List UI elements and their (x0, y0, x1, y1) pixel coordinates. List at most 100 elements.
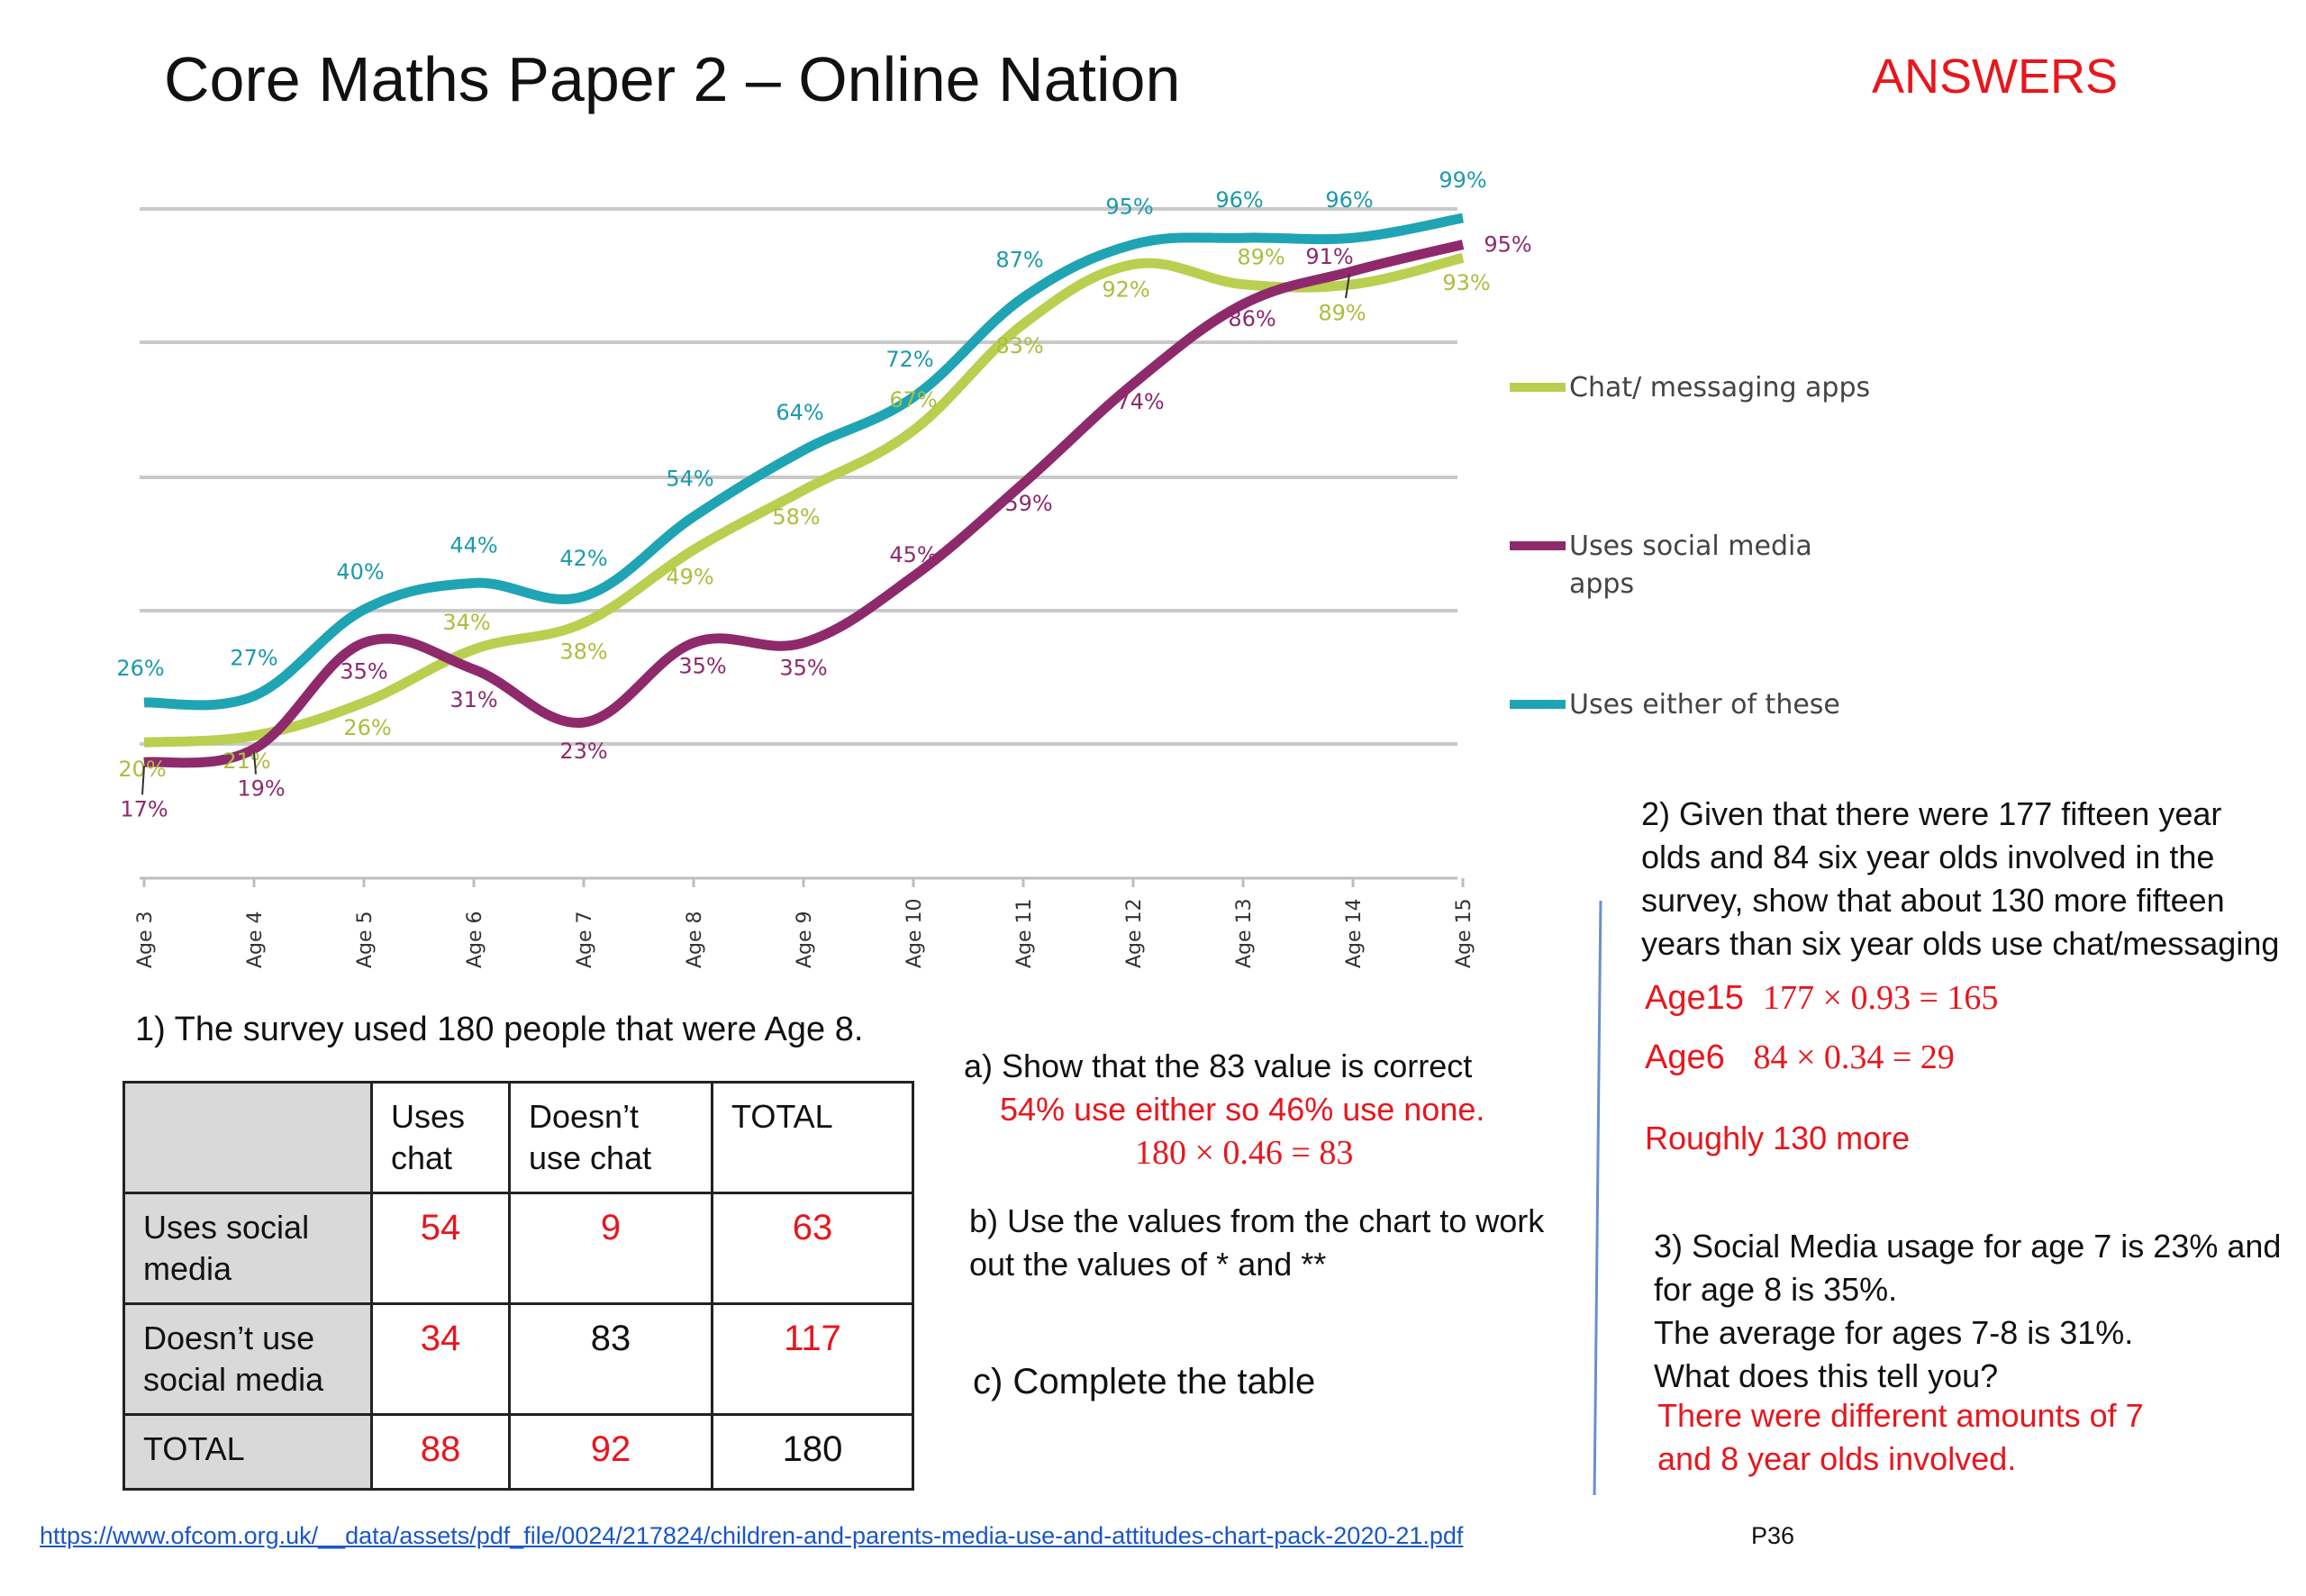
table-row: Doesn’t use social media 34 83 117 (123, 1302, 914, 1416)
data-label: 95% (1484, 231, 1531, 257)
answer-2-conclusion: Roughly 130 more (1645, 1120, 1911, 1156)
source-link[interactable]: https://www.ofcom.org.uk/__data/assets/p… (40, 1522, 1464, 1549)
legend-label: Uses either of these (1569, 689, 1840, 721)
question-2: 2) Given that there were 177 fifteen yea… (1641, 795, 2280, 962)
x-tick-label: Age 14 (1343, 898, 1366, 968)
table-row-label: Uses social media (123, 1192, 373, 1305)
data-label: 91% (1305, 244, 1353, 269)
answer-1a-line-2: 180 × 0.46 = 83 (1135, 1134, 1354, 1172)
data-label: 93% (1442, 270, 1490, 295)
question-1a: a) Show that the 83 value is correct (964, 1047, 1473, 1084)
data-label: 35% (678, 654, 726, 679)
question-3: 3) Social Media usage for age 7 is 23% a… (1654, 1228, 2282, 1394)
answer-3: There were different amounts of 7 and 8 y… (1657, 1397, 2144, 1477)
data-label: 54% (666, 467, 713, 492)
series-line-1 (143, 252, 1465, 748)
x-tick-label: Age 15 (1453, 898, 1475, 968)
series-line-3 (143, 213, 1464, 711)
legend-label: Chat/ messaging apps (1569, 372, 1870, 404)
data-label: 89% (1237, 245, 1285, 270)
data-label: 64% (776, 400, 823, 425)
data-label: 35% (340, 659, 387, 685)
data-label: 67% (889, 387, 937, 413)
question-1-text: 1) The survey used 180 people that were … (135, 1011, 864, 1048)
line-chart: 20% 21% 26% 34% 38% 49% 58% 67% 83% 92% 89% 89% 93% 1… (116, 168, 1870, 968)
data-label: 49% (666, 564, 713, 589)
data-label: 34% (442, 610, 490, 635)
table-header-cell: Uses chat (370, 1081, 511, 1194)
table-header-row: Uses chat Doesn’t use chat TOTAL (123, 1081, 914, 1194)
data-label: 44% (449, 532, 497, 558)
data-label: 40% (336, 559, 384, 585)
chart-x-ticks: Age 3 Age 4 Age 5 Age 6 Age 7 Age 8 Age 9 Age 1… (134, 878, 1475, 968)
question-1c: c) Complete the table (973, 1362, 1316, 1401)
table-cell: 92 (508, 1413, 713, 1491)
table-cell: 63 (711, 1192, 914, 1305)
data-label: 38% (559, 639, 607, 665)
data-label: 99% (1439, 168, 1486, 193)
data-label: 31% (449, 687, 497, 712)
table-cell: 83 (508, 1302, 713, 1416)
table-header-cell: Doesn’t use chat (508, 1081, 713, 1194)
series-line-2 (143, 240, 1465, 768)
leader-line (253, 752, 257, 775)
table-row-label: TOTAL (123, 1413, 373, 1491)
x-tick-label: Age 12 (1123, 898, 1146, 968)
table-row: Uses social media 54 9 63 (123, 1192, 914, 1305)
two-way-table: Uses chat Doesn’t use chat TOTAL Uses soci… (123, 1081, 914, 1491)
x-tick-label: Age 7 (574, 911, 596, 968)
x-tick-label: Age 9 (794, 911, 816, 968)
table-cell: 9 (508, 1192, 713, 1305)
x-tick-label: Age 11 (1013, 898, 1036, 968)
data-label: 35% (779, 656, 827, 681)
data-label: 83% (995, 333, 1043, 358)
answers-label: ANSWERS (1872, 50, 2119, 104)
table-row: TOTAL 88 92 180 (123, 1413, 914, 1491)
page-title: Core Maths Paper 2 – Online Nation (164, 44, 1181, 114)
data-label: 59% (1004, 491, 1052, 516)
x-tick-label: Age 6 (464, 911, 486, 968)
legend-label: Uses social media (1569, 530, 1812, 562)
data-label: 58% (772, 504, 820, 530)
data-label: 20% (118, 757, 166, 782)
data-label: 95% (1105, 194, 1153, 219)
table-row-label: Doesn’t use social media (123, 1302, 373, 1416)
chart-data-labels: 20% 21% 26% 34% 38% 49% 58% 67% 83% 92% 89% 89% 93% 1… (116, 168, 1531, 821)
data-label: 89% (1318, 301, 1366, 326)
table-cell: 88 (370, 1413, 511, 1491)
table-header-cell: TOTAL (711, 1081, 914, 1194)
data-label: 23% (559, 739, 607, 764)
leader-line (1345, 274, 1350, 299)
x-tick-label: Age 4 (244, 911, 267, 968)
table-cell: 54 (370, 1192, 511, 1305)
data-label: 45% (889, 542, 937, 567)
table-cell: 180 (711, 1413, 914, 1491)
table-corner-cell (123, 1081, 373, 1194)
table-cell: 117 (711, 1302, 914, 1416)
data-label: 72% (885, 347, 933, 372)
data-label: 96% (1325, 187, 1373, 213)
x-tick-label: Age 13 (1233, 898, 1256, 968)
x-tick-label: Age 10 (903, 898, 926, 968)
data-label: 17% (120, 796, 168, 821)
data-label: 87% (995, 247, 1043, 272)
answer-2-age6: Age6 84 × 0.34 = 29 (1645, 1038, 1955, 1076)
question-1b: b) Use the values from the chart to work… (969, 1202, 1545, 1283)
data-label: 21% (222, 748, 270, 774)
chart-legend: Chat/ messaging apps Uses social media app… (1510, 372, 1870, 721)
legend-label: apps (1569, 568, 1634, 600)
data-label: 74% (1116, 389, 1164, 414)
data-label: 27% (230, 646, 277, 671)
data-label: 86% (1228, 306, 1276, 331)
data-label: 26% (116, 656, 164, 681)
data-label: 26% (343, 715, 391, 740)
x-tick-label: Age 3 (134, 911, 157, 968)
answer-2-age15: Age15 177 × 0.93 = 165 (1645, 979, 1999, 1017)
x-tick-label: Age 8 (684, 911, 706, 968)
chart-series (143, 213, 1465, 768)
answer-1a-line-1: 54% use either so 46% use none. (1000, 1091, 1485, 1128)
data-label: 92% (1102, 277, 1149, 303)
data-label: 19% (237, 776, 285, 802)
data-label: 42% (559, 546, 607, 571)
page-number: P36 (1751, 1522, 1795, 1549)
